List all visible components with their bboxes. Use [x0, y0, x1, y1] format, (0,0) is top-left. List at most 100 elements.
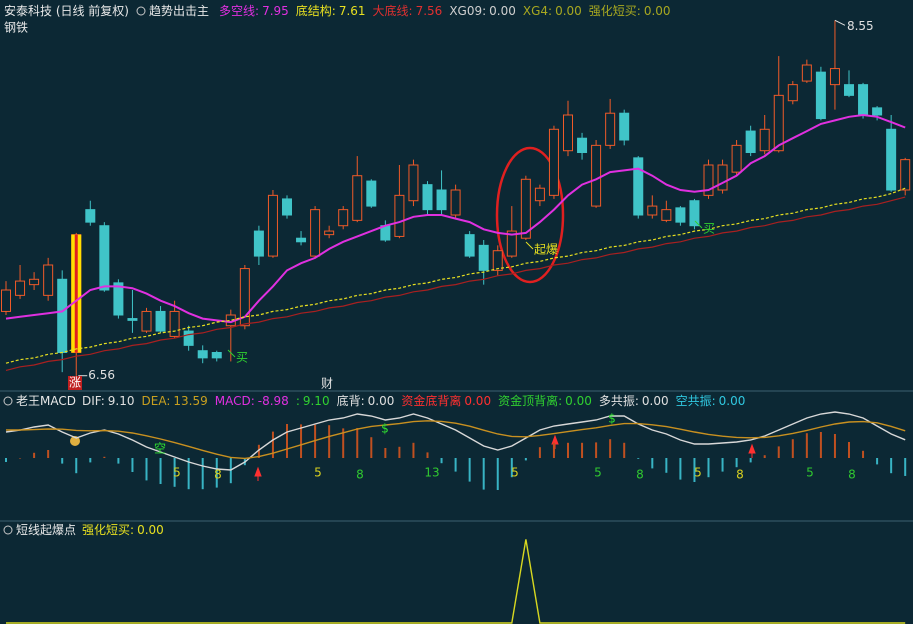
- macd-bar: [300, 424, 303, 458]
- macd-bar: [623, 442, 626, 458]
- macd-bar: [496, 458, 499, 490]
- macd-bar: [384, 448, 387, 458]
- indicator-name: 趋势出击主: [149, 4, 209, 18]
- axis-label-box: [68, 376, 82, 390]
- stock-title-part: 安泰科技 (日线 前复权): [4, 3, 129, 18]
- macd-bar: [173, 458, 176, 487]
- candle-body: [296, 237, 307, 243]
- macd-bar: [370, 437, 373, 458]
- header-legend-item-part: 0.00: [555, 4, 582, 18]
- candle-body: [534, 187, 545, 202]
- candle-body: [478, 244, 489, 271]
- header-legend-item: 多空线: 7.95: [219, 4, 289, 18]
- macd-bar: [75, 458, 78, 474]
- candle-body: [689, 200, 700, 227]
- indicator-line: [5, 196, 906, 371]
- macd-bar: [201, 458, 204, 490]
- candle-body: [85, 209, 96, 223]
- header-legend-item-part: XG4:: [523, 4, 552, 18]
- macd-annotation: $: [608, 412, 616, 426]
- candle-body: [492, 250, 503, 271]
- candle-body: [239, 268, 250, 327]
- macd-annotation: 5: [511, 466, 519, 480]
- candle-body: [211, 352, 222, 359]
- panel-legend-item-part: 资金底背离: [401, 393, 461, 408]
- macd-line: [6, 420, 906, 460]
- candle-body: [464, 234, 475, 257]
- macd-bar: [637, 458, 640, 459]
- header-legend-item-part: 0.00: [489, 4, 516, 18]
- candle-body: [577, 137, 588, 153]
- candle-body: [591, 144, 602, 207]
- macd-bar: [763, 455, 766, 458]
- macd-annotation: 8: [214, 468, 222, 482]
- macd-bar: [693, 458, 696, 482]
- macd-bar: [510, 458, 513, 478]
- panel-legend-item-part: -8.98: [258, 394, 289, 408]
- panel-legend-item-part: 9.10: [303, 394, 330, 408]
- annotation-pointer: [525, 241, 534, 250]
- candle-body: [29, 278, 40, 286]
- macd-bar: [47, 450, 50, 458]
- macd-bar: [398, 446, 401, 458]
- candle-body: [197, 350, 208, 359]
- macd-bar: [356, 428, 359, 458]
- panel-title-part: 老王MACD: [16, 394, 76, 408]
- signal-line: [6, 539, 906, 624]
- panel-legend-item-part: 0.00: [719, 394, 746, 408]
- macd-bar: [749, 458, 752, 463]
- header-legend-item: 强化短买: 0.00: [589, 4, 671, 18]
- candle-body: [858, 84, 869, 116]
- candle-body: [675, 207, 686, 223]
- macd-bar: [609, 439, 612, 458]
- macd-annotation: 5: [806, 466, 814, 480]
- candle-body: [844, 84, 854, 96]
- annotation: 买: [236, 351, 248, 365]
- candle-body: [127, 318, 138, 321]
- macd-annotation: $: [381, 422, 389, 436]
- macd-bar: [314, 424, 317, 458]
- candle-body: [43, 264, 54, 296]
- macd-bar: [524, 458, 527, 461]
- panel-legend-item-part: 0.00: [565, 394, 592, 408]
- candle-body: [57, 278, 68, 353]
- macd-bar: [707, 458, 710, 478]
- candle-body: [703, 164, 714, 196]
- candle-body: [872, 107, 883, 116]
- macd-bar: [271, 431, 274, 458]
- candle-body: [731, 144, 742, 173]
- panel-legend-item-part: DIF:: [82, 394, 105, 408]
- macd-bar: [61, 458, 64, 464]
- macd-bar: [412, 442, 415, 458]
- macd-annotation: 8: [636, 468, 644, 482]
- macd-bar: [286, 424, 288, 458]
- candle-body: [605, 112, 616, 146]
- macd-bar: [33, 452, 36, 458]
- candle-body: [829, 68, 840, 86]
- candle-body: [450, 189, 461, 216]
- axis-label: 涨: [69, 375, 81, 390]
- candle-body: [548, 128, 559, 196]
- candle-body: [436, 189, 447, 211]
- panel-legend-item: 资金顶背离: 0.00: [498, 393, 592, 408]
- header-legend-item: 大底线: 7.56: [373, 3, 443, 18]
- panel-legend-item: DEA: 13.59: [142, 394, 208, 408]
- panel-legend-item: 底背: 0.00: [337, 393, 395, 408]
- macd-bar: [5, 458, 7, 462]
- up-arrow: [551, 434, 559, 449]
- indicator-icon: [3, 525, 13, 535]
- indicator-name-part: 趋势出击主: [149, 4, 209, 18]
- panel-title: 老王MACD: [16, 394, 76, 408]
- indicator-line: [5, 113, 906, 324]
- candle-body: [745, 130, 756, 153]
- candle-body: [506, 230, 517, 257]
- stock-title: 安泰科技 (日线 前复权): [4, 3, 129, 18]
- header-legend-item: XG09: 0.00: [449, 4, 516, 18]
- candle-body: [352, 175, 363, 221]
- macd-bar: [791, 439, 794, 458]
- panel-legend-item: 强化短买: 0.00: [82, 523, 164, 537]
- macd-bar: [257, 444, 260, 458]
- indicator-icon: [3, 396, 13, 406]
- candle-body: [267, 194, 278, 257]
